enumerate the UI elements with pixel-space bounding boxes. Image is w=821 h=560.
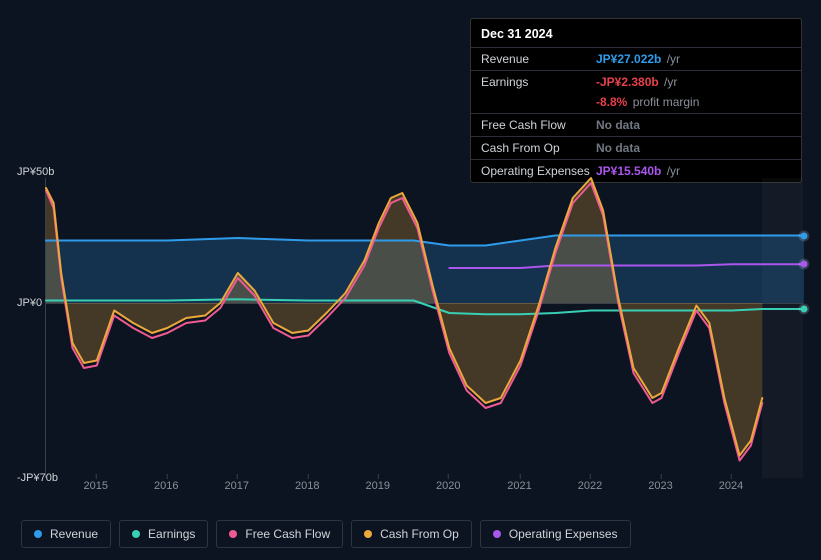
legend-dot-icon [132, 530, 140, 538]
x-tick: 2021 [507, 480, 531, 492]
tooltip-row-value: -JP¥2.380b /yr [596, 75, 791, 89]
tooltip-row: Cash From OpNo data [471, 136, 801, 159]
tooltip-row-value: No data [596, 118, 791, 132]
tooltip-row: -8.8% profit margin [471, 93, 801, 113]
legend: Revenue Earnings Free Cash Flow Cash From O… [21, 520, 631, 548]
x-tick: 2016 [154, 480, 178, 492]
tooltip-row-value: No data [596, 141, 791, 155]
legend-dot-icon [34, 530, 42, 538]
y-label-top: JP¥50b [17, 166, 77, 178]
x-tick: 2015 [84, 480, 108, 492]
tooltip-row-value: -8.8% profit margin [596, 95, 791, 109]
chart-svg [46, 178, 804, 478]
x-tick: 2019 [366, 480, 390, 492]
legend-dot-icon [364, 530, 372, 538]
plot-area [45, 178, 803, 478]
tooltip-row-value: JP¥27.022b /yr [596, 52, 791, 66]
tooltip-row-label: Cash From Op [481, 141, 596, 155]
tooltip-date: Dec 31 2024 [471, 19, 801, 47]
series-area-cash-from-op [46, 178, 762, 456]
end-dot-earnings [801, 306, 808, 313]
end-dot-operating-expenses [801, 261, 808, 268]
tooltip-row: RevenueJP¥27.022b /yr [471, 47, 801, 70]
tooltip-row-label: Earnings [481, 75, 596, 89]
tooltip-row-label [481, 95, 596, 109]
legend-label: Earnings [148, 527, 195, 541]
tooltip-panel: Dec 31 2024 RevenueJP¥27.022b /yrEarning… [470, 18, 802, 183]
legend-item-cash-from-op[interactable]: Cash From Op [351, 520, 472, 548]
legend-dot-icon [493, 530, 501, 538]
x-tick: 2017 [225, 480, 249, 492]
legend-dot-icon [229, 530, 237, 538]
x-tick: 2022 [578, 480, 602, 492]
x-tick: 2024 [719, 480, 743, 492]
legend-label: Free Cash Flow [245, 527, 330, 541]
tooltip-row: Free Cash FlowNo data [471, 113, 801, 136]
x-axis: 2015 2016 2017 2018 2019 2020 2021 2022 2023 2024 [45, 480, 803, 500]
tooltip-row: Earnings-JP¥2.380b /yr [471, 70, 801, 93]
tooltip-row-label: Revenue [481, 52, 596, 66]
legend-label: Operating Expenses [509, 527, 618, 541]
end-dot-revenue [801, 232, 808, 239]
x-tick: 2018 [295, 480, 319, 492]
legend-label: Cash From Op [380, 527, 459, 541]
legend-item-earnings[interactable]: Earnings [119, 520, 208, 548]
legend-item-operating-expenses[interactable]: Operating Expenses [480, 520, 631, 548]
legend-item-revenue[interactable]: Revenue [21, 520, 111, 548]
legend-item-free-cash-flow[interactable]: Free Cash Flow [216, 520, 343, 548]
legend-label: Revenue [50, 527, 98, 541]
financial-chart: JP¥50b JP¥0 -JP¥70b 20152016201720182019… [17, 160, 807, 540]
x-tick: 2023 [648, 480, 672, 492]
x-tick: 2020 [436, 480, 460, 492]
tooltip-row-label: Free Cash Flow [481, 118, 596, 132]
